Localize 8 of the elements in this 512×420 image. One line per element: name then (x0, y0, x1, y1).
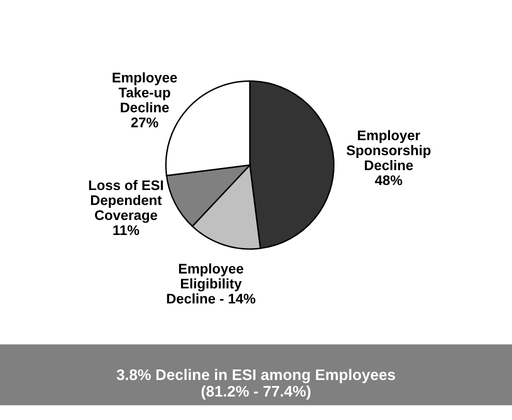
slice-label: Loss of ESI Dependent Coverage (89, 180, 163, 223)
slice-label: Employer Sponsorship Decline (346, 130, 431, 170)
text: 3.8% Decline in ESI among Employees (81.2% - 77.4%) (116, 368, 396, 400)
data-label: 48% (374, 175, 402, 186)
data-label: 11% (113, 225, 140, 236)
slice-label: Employee Take-up Decline (112, 72, 177, 112)
slice-label: Employee Eligibility Decline - 14% (167, 263, 256, 304)
data-label: 27% (131, 118, 158, 128)
